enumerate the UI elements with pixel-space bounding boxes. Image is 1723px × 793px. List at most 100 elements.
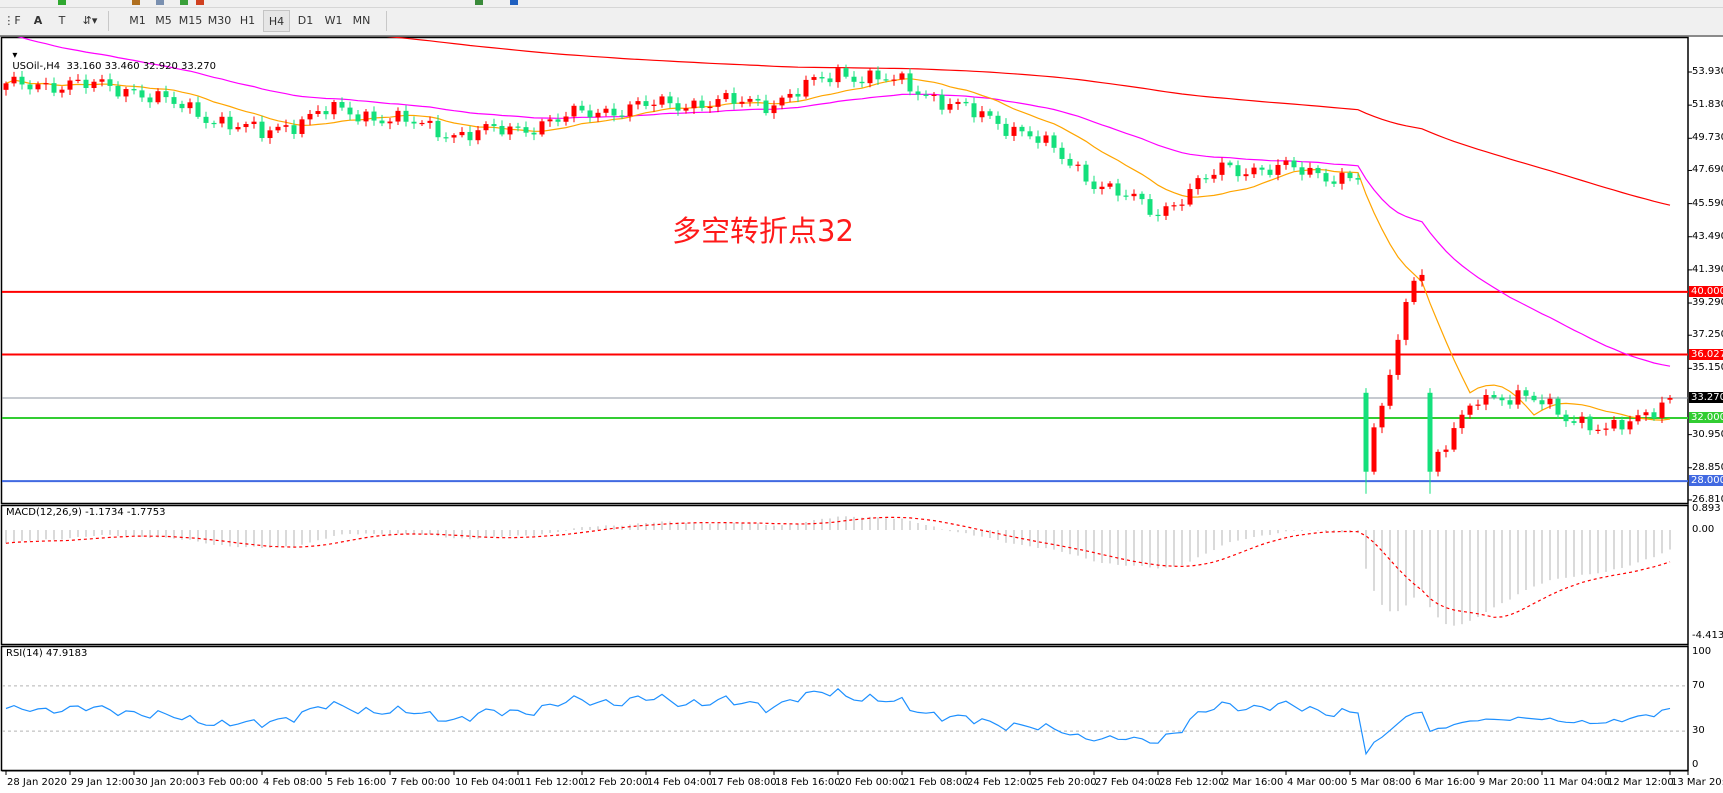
candle [1123, 189, 1129, 201]
candle [963, 98, 969, 107]
candle [1035, 130, 1041, 149]
candle [1219, 157, 1225, 181]
rsi-line [5, 687, 1671, 756]
candle-body [1339, 172, 1345, 184]
candle-body [547, 119, 553, 122]
candle [259, 115, 265, 142]
candle [283, 119, 289, 133]
candle [1435, 449, 1441, 477]
candle-body [659, 96, 665, 105]
candle [363, 108, 369, 127]
candle-body [1187, 189, 1193, 205]
candle-body [1483, 395, 1489, 405]
timeframe-w1-button[interactable]: W1 [324, 14, 343, 27]
candle-body [1307, 167, 1313, 175]
candle-body [1019, 126, 1025, 132]
candle-body [275, 126, 281, 131]
candle-body [1131, 193, 1137, 197]
candle [451, 133, 457, 144]
candle-body [435, 120, 441, 138]
macd-panel-frame [0, 504, 1689, 646]
candle-body [947, 104, 953, 110]
candle-body [19, 76, 25, 85]
candle [1227, 160, 1233, 168]
candle [1491, 391, 1497, 400]
candle [1499, 394, 1505, 406]
price-axis-label: 49.730 [1692, 132, 1723, 144]
timeframe-m5-button[interactable]: M5 [155, 14, 172, 27]
refresh-icon[interactable] [180, 0, 188, 5]
text-label-icon[interactable]: T [58, 14, 66, 27]
candle-body [139, 90, 145, 98]
main-panel-frame [0, 36, 1689, 505]
price-axis-label: 30.950 [1692, 428, 1723, 440]
candle [1043, 131, 1049, 147]
candle-body [883, 79, 889, 81]
candle [403, 105, 409, 127]
stop-icon[interactable] [196, 0, 204, 5]
candle-body [475, 130, 481, 141]
time-axis-label: 9 Mar 20:00 [1479, 777, 1540, 788]
candle [19, 70, 25, 90]
candle [1483, 389, 1489, 411]
chart-annotation[interactable]: 多空转折点32 [672, 214, 854, 248]
candle [1467, 403, 1473, 419]
candle-body [579, 105, 585, 111]
timeframe-h4-button[interactable]: H4 [263, 10, 290, 32]
candle [547, 115, 553, 127]
candle-body [587, 110, 593, 118]
timeframe-m15-button[interactable]: M15 [178, 14, 203, 27]
candle-body [1267, 169, 1273, 175]
candle [139, 84, 145, 102]
candle-body [1067, 158, 1073, 166]
candle-body [675, 103, 681, 111]
candle [395, 107, 401, 126]
time-axis-label: 18 Feb 16:00 [775, 777, 841, 788]
candle-body [1387, 374, 1393, 406]
timeframe-h1-button[interactable]: H1 [239, 14, 256, 27]
candle [483, 121, 489, 135]
candle [1251, 163, 1257, 178]
timeframe-d1-button[interactable]: D1 [297, 14, 314, 27]
candle [723, 89, 729, 102]
candle [203, 111, 209, 129]
candle [1171, 201, 1177, 211]
candle [1395, 334, 1401, 380]
chart-type-icon[interactable] [475, 0, 483, 5]
timeframe-m30-button[interactable]: M30 [207, 14, 232, 27]
candle-body [187, 102, 193, 109]
candle [651, 99, 657, 112]
arrows-icon[interactable]: ⇵▾ [82, 14, 98, 27]
candle-body [219, 116, 225, 124]
time-axis-label: 10 Feb 04:00 [455, 777, 521, 788]
candle [595, 108, 601, 122]
candle [235, 122, 241, 132]
candle [851, 71, 857, 88]
candle [1539, 394, 1545, 410]
candle-body [1379, 405, 1385, 428]
candle [11, 71, 17, 87]
fibo-fan-icon[interactable]: ⋮F [3, 14, 21, 27]
history-icon[interactable] [132, 0, 140, 5]
timeframe-mn-button[interactable]: MN [352, 14, 371, 27]
collapse-triangle-icon[interactable]: ▾ [12, 50, 18, 61]
candle [211, 120, 217, 128]
candle-body [387, 121, 393, 124]
candle-body [723, 93, 729, 100]
candle [419, 120, 425, 127]
candle [787, 89, 793, 103]
candle [1587, 414, 1593, 435]
new-order-icon[interactable] [58, 0, 66, 5]
text-icon[interactable]: A [33, 14, 43, 27]
zoom-icon[interactable] [510, 0, 518, 5]
candle-body [443, 137, 449, 139]
time-axis-label: 21 Feb 08:00 [903, 777, 969, 788]
candle [323, 106, 329, 120]
timeframe-m1-button[interactable]: M1 [129, 14, 146, 27]
time-axis-label: 6 Mar 16:00 [1415, 777, 1476, 788]
candle [195, 96, 201, 119]
print-icon[interactable] [156, 0, 164, 5]
candle [1187, 183, 1193, 207]
candle-body [811, 77, 817, 80]
